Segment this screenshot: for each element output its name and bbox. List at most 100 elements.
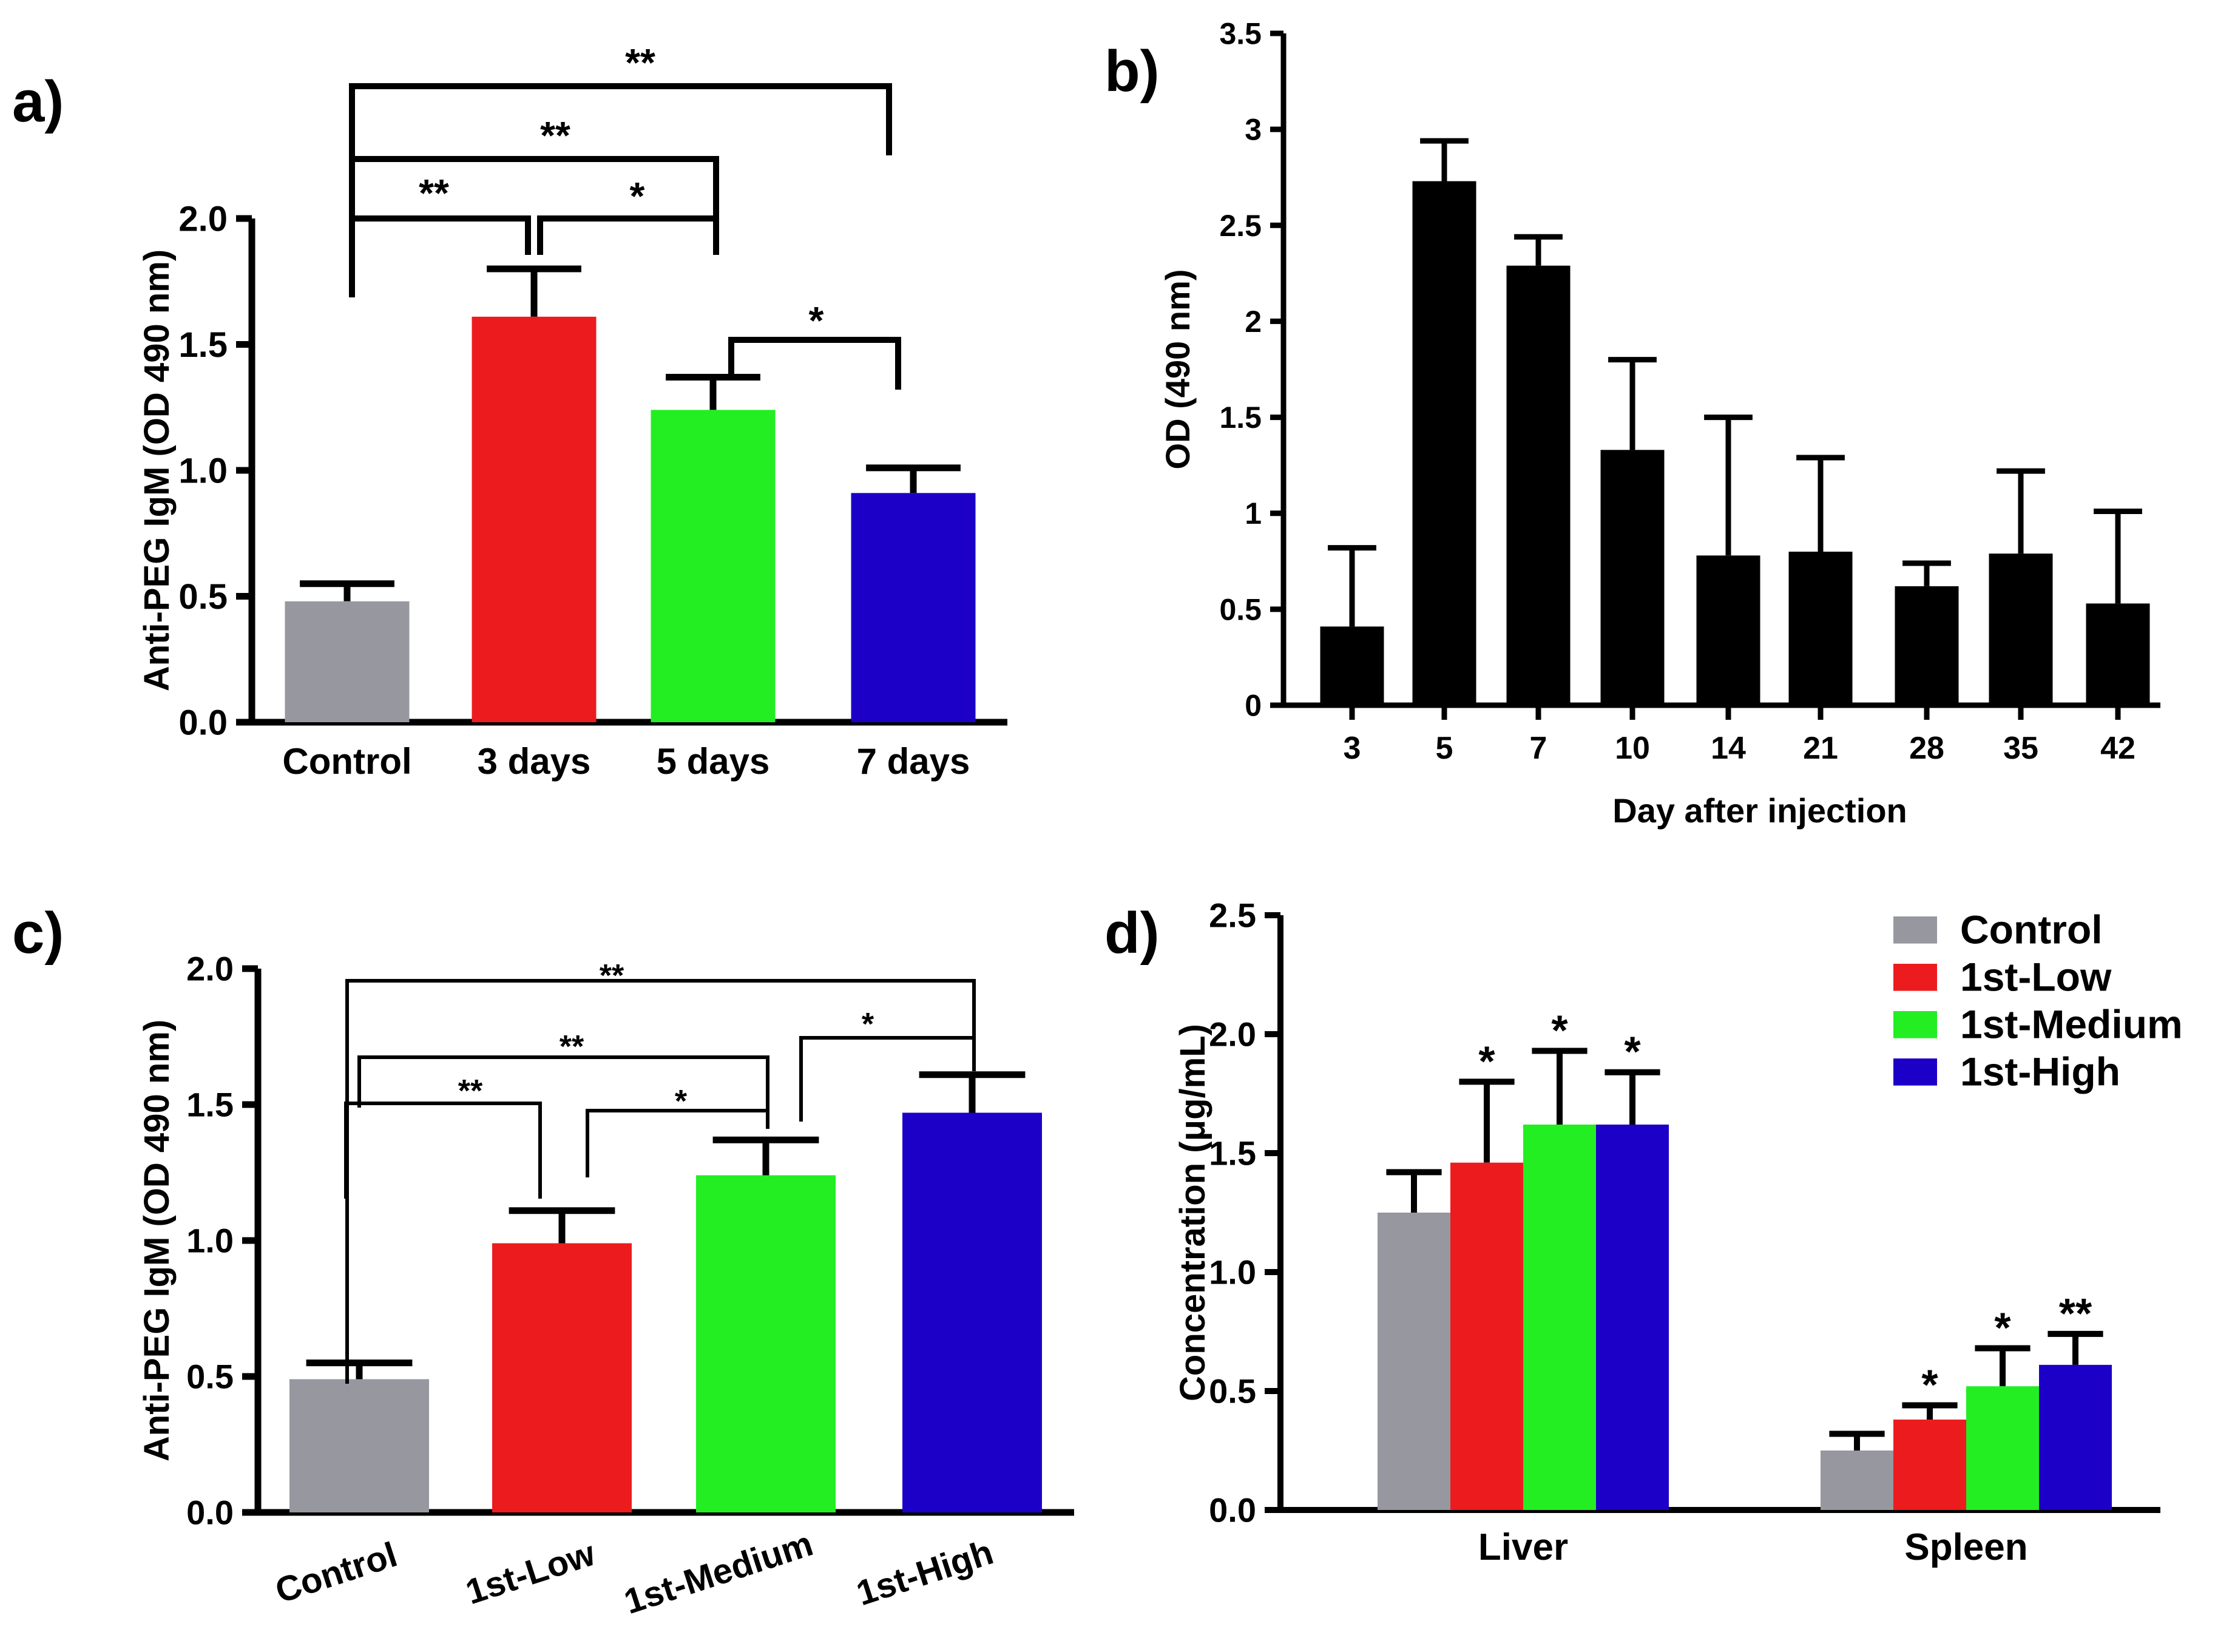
bar	[1788, 551, 1853, 705]
y-tick-label: 0.5	[1219, 592, 1262, 626]
significance-bracket	[345, 979, 976, 1384]
x-tick-label: 5 days	[657, 741, 770, 782]
significance-bracket	[799, 1036, 976, 1122]
panel-label-d: d)	[1104, 901, 1160, 966]
x-tick-label: 7	[1530, 731, 1547, 766]
panel-label-a: a)	[12, 69, 64, 134]
bar	[1523, 1124, 1596, 1510]
x-tick-label: 3	[1344, 731, 1361, 766]
x-tick-label: Liver	[1478, 1526, 1568, 1568]
bar	[2039, 1364, 2112, 1510]
y-tick-label: 2.5	[1219, 209, 1262, 243]
bar	[1696, 555, 1760, 705]
significance-label: *	[1921, 1361, 1938, 1409]
x-tick-label: 1st-Medium	[620, 1524, 818, 1622]
significance-label: *	[862, 1007, 874, 1042]
x-tick-label: 1st-Low	[461, 1533, 600, 1612]
x-tick-label: Spleen	[1904, 1526, 2027, 1568]
significance-label: *	[630, 174, 645, 218]
panel-d-chart: d) 0.0 0.5 1.0 1.5 2.0 2.5 Concentration (μg/mL…	[1104, 896, 2183, 1568]
legend-swatch	[1893, 1011, 1937, 1038]
significance-label: *	[809, 299, 824, 342]
bar	[492, 1243, 632, 1512]
y-tick-label: 1.5	[1219, 401, 1262, 435]
y-tick-label: 2	[1245, 305, 1262, 339]
x-tick-label: 5	[1436, 731, 1453, 766]
panel-label-c: c)	[12, 901, 64, 966]
significance-bracket	[344, 1102, 542, 1199]
x-tick-label: 7 days	[857, 741, 970, 782]
y-tick-label: 2.0	[1209, 1015, 1256, 1054]
bar	[651, 410, 776, 722]
legend-label: 1st-Medium	[1960, 1002, 2183, 1047]
y-tick-label: 0	[1245, 689, 1262, 723]
y-tick-label: 0.0	[178, 703, 228, 742]
y-tick-label: 2.0	[186, 950, 234, 988]
y-axis-title: Concentration (μg/mL)	[1173, 1024, 1212, 1401]
y-tick-label: 3.5	[1219, 17, 1262, 51]
legend-label: Control	[1960, 907, 2103, 952]
y-tick-label: 1.5	[1209, 1134, 1256, 1173]
significance-label: **	[625, 41, 655, 84]
significance-bracket	[349, 215, 531, 297]
y-tick-label: 0.5	[1209, 1372, 1256, 1410]
bar	[1450, 1162, 1523, 1510]
y-axis-title: Anti-PEG IgM (OD 490 nm)	[137, 1020, 177, 1461]
x-tick-label: 1st-High	[852, 1532, 998, 1614]
significance-label: *	[1478, 1037, 1495, 1085]
bar	[1821, 1451, 1893, 1510]
x-tick-label: Control	[271, 1535, 402, 1611]
y-tick-label: 1.0	[1209, 1253, 1256, 1291]
x-tick-label: Control	[282, 741, 411, 782]
x-tick-label: 35	[2003, 731, 2038, 766]
x-tick-label: 28	[1909, 731, 1944, 766]
significance-label: *	[1994, 1304, 2011, 1351]
bar	[472, 316, 597, 722]
panel-label-b: b)	[1104, 39, 1160, 104]
bar	[851, 493, 976, 722]
significance-bracket	[537, 215, 719, 255]
panel-b-chart: b)00.511.522.533.5OD (490 nm)3 5 7 10 14 21 28…	[1104, 17, 2160, 830]
y-axis-title: Anti-PEG IgM (OD 490 nm)	[137, 249, 177, 691]
significance-label: *	[1624, 1028, 1641, 1075]
significance-label: *	[1551, 1006, 1568, 1054]
bar	[285, 601, 410, 722]
bar	[902, 1112, 1042, 1512]
x-tick-label: 10	[1615, 731, 1650, 766]
bar	[289, 1379, 429, 1512]
significance-bracket	[728, 337, 901, 390]
bar	[1320, 626, 1384, 705]
significance-bracket	[357, 1055, 769, 1129]
y-tick-label: 1.5	[178, 325, 228, 365]
bar	[1596, 1124, 1669, 1510]
significance-label: **	[540, 113, 570, 157]
legend-swatch	[1893, 916, 1937, 944]
y-tick-label: 2.5	[1209, 896, 1256, 935]
x-tick-label: 14	[1711, 731, 1746, 766]
bar	[2086, 603, 2150, 705]
significance-label: **	[419, 171, 449, 215]
significance-label: **	[560, 1029, 584, 1065]
y-tick-label: 1.0	[186, 1222, 234, 1260]
y-tick-label: 1.5	[186, 1086, 234, 1124]
significance-label: **	[458, 1074, 483, 1109]
bar	[1600, 450, 1665, 705]
significance-label: **	[2059, 1290, 2092, 1337]
bar	[1378, 1213, 1450, 1510]
x-tick-label: 42	[2100, 731, 2136, 766]
y-tick-label: 2.0	[178, 199, 228, 239]
bar	[696, 1175, 836, 1512]
x-tick-label: 3 days	[478, 741, 591, 782]
legend-swatch	[1893, 964, 1937, 991]
bar	[1966, 1386, 2039, 1510]
bar	[1506, 265, 1571, 706]
y-tick-label: 3	[1245, 113, 1262, 147]
significance-bracket	[349, 83, 892, 297]
y-tick-label: 1	[1245, 496, 1262, 530]
y-tick-label: 0.5	[186, 1358, 234, 1396]
y-tick-label: 0.0	[1209, 1491, 1256, 1529]
x-tick-label: 21	[1803, 731, 1838, 766]
bar	[1412, 181, 1476, 705]
